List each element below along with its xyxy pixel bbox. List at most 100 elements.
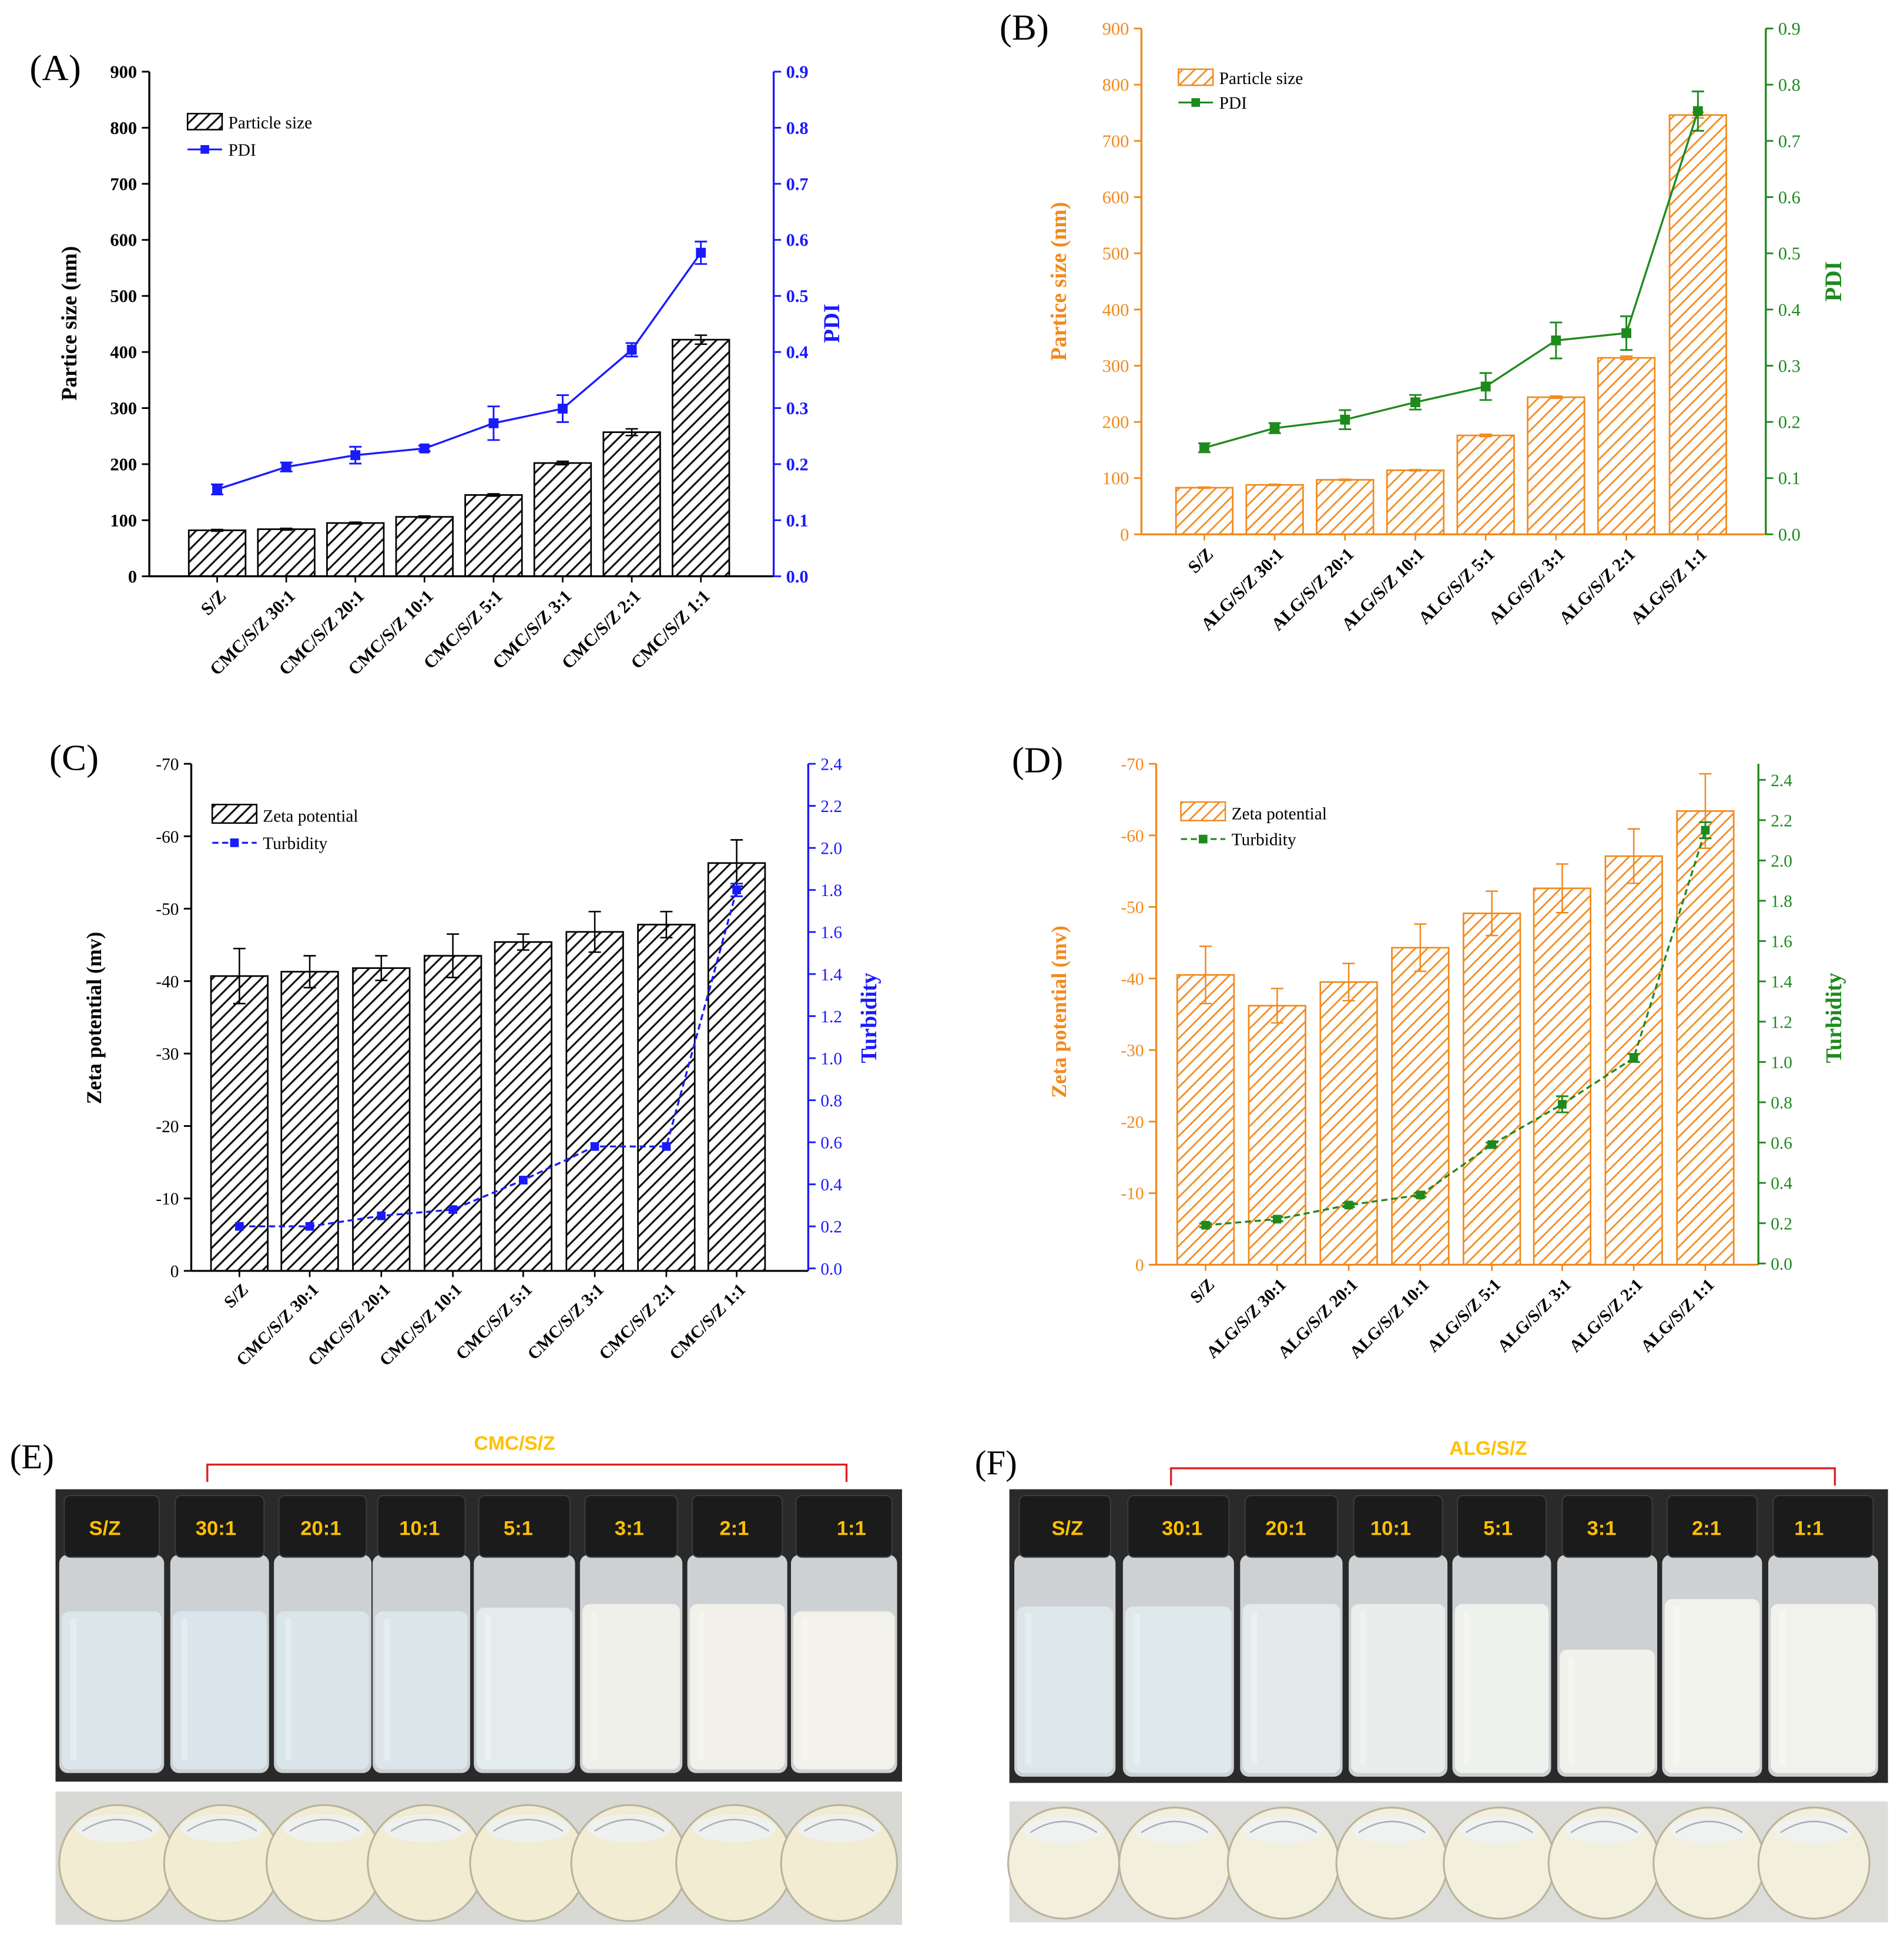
group-label: ALG/S/Z — [1449, 1438, 1527, 1459]
line-marker — [1201, 1220, 1210, 1230]
vial-cap — [1456, 1495, 1547, 1558]
bar — [280, 971, 339, 1272]
vial-label: S/Z — [89, 1517, 121, 1539]
right-y-tick-label: 2.4 — [820, 755, 842, 774]
vial-highlight — [285, 1619, 291, 1761]
right-axis-title: PDI — [819, 304, 844, 343]
left-y-tick-label: -40 — [156, 972, 179, 991]
right-y-tick-label: 1.0 — [820, 1049, 842, 1068]
vial-liquid — [276, 1611, 369, 1770]
bar — [1386, 469, 1445, 535]
bar — [1391, 947, 1450, 1266]
vial-label: 1:1 — [837, 1517, 866, 1539]
right-y-tick-label: 0.0 — [1771, 1255, 1792, 1274]
left-y-tick-label: -30 — [1121, 1042, 1144, 1061]
vial-cap — [377, 1495, 466, 1558]
group-bracket — [206, 1463, 848, 1482]
vial-highlight — [1673, 1606, 1680, 1764]
right-y-tick-label: 1.4 — [820, 965, 842, 984]
vial-liquid — [172, 1611, 267, 1770]
left-y-tick-label: 600 — [1102, 187, 1129, 207]
bar — [1176, 974, 1235, 1266]
vial-liquid — [1125, 1606, 1232, 1773]
right-y-tick-label: 0.6 — [786, 230, 809, 250]
line-marker — [662, 1142, 671, 1151]
right-y-tick-label: 0.4 — [820, 1176, 842, 1195]
vial-label: 20:1 — [300, 1517, 341, 1539]
vial-reflection — [492, 1818, 564, 1832]
right-y-tick-label: 0.5 — [786, 286, 809, 306]
legend-label-bar: Particle size — [228, 114, 312, 133]
right-y-tick-label: 0.7 — [786, 174, 809, 194]
vial-reflection — [1570, 1820, 1638, 1833]
left-y-tick-label: 300 — [1102, 356, 1129, 376]
right-y-tick-label: 0.1 — [1778, 468, 1801, 488]
vial-cap — [1018, 1495, 1111, 1558]
right-y-tick-label: 0.2 — [1771, 1214, 1792, 1233]
vial-cap — [1244, 1495, 1339, 1558]
vial-cap — [691, 1495, 783, 1558]
vial-liquid — [1771, 1603, 1876, 1773]
panel-label: (F) — [975, 1444, 1017, 1482]
line-marker — [518, 1176, 528, 1185]
right-y-tick-label: 0.9 — [786, 62, 809, 82]
right-y-tick-label: 2.2 — [1771, 811, 1792, 830]
right-y-tick-label: 0.9 — [1778, 19, 1801, 39]
left-y-tick-label: 0 — [1120, 525, 1129, 545]
vial-cap — [278, 1495, 367, 1558]
bar — [464, 494, 523, 578]
vial-highlight — [485, 1615, 491, 1761]
left-y-tick-label: 700 — [110, 174, 137, 194]
line-marker — [1199, 442, 1209, 453]
vial-highlight — [1779, 1611, 1786, 1764]
bar — [257, 528, 316, 578]
left-y-tick-label: 800 — [110, 118, 137, 138]
bar — [637, 924, 696, 1272]
vial-air-gap — [1459, 1816, 1540, 1843]
vial-cap — [1772, 1495, 1874, 1558]
category-label: S/Z — [1186, 1276, 1218, 1307]
panel-label: (A) — [29, 48, 81, 89]
right-y-tick-label: 0.8 — [1778, 75, 1801, 95]
left-y-tick-label: -20 — [156, 1118, 179, 1136]
vial-cap — [1666, 1495, 1758, 1558]
left-y-tick-label: 0 — [170, 1263, 179, 1281]
vial-highlight — [591, 1611, 598, 1761]
right-y-tick-label: 0.4 — [786, 343, 809, 363]
vial-liquid — [375, 1611, 468, 1770]
right-y-tick-label: 1.2 — [1771, 1013, 1792, 1032]
vial-reflection — [1675, 1820, 1743, 1833]
right-y-tick-label: 0.1 — [786, 511, 809, 531]
photo-panel-e: (E) CMC/S/Z S/Z 30:1 20:1 10:1 5:1 3:1 2:1 1:1 — [10, 1432, 902, 1925]
right-y-tick-label: 0.7 — [1778, 131, 1801, 151]
right-y-tick-label: 0.3 — [1778, 356, 1801, 376]
legend-label-line: Turbidity — [263, 834, 327, 853]
line-series — [1205, 830, 1707, 1226]
vial-highlight — [1134, 1613, 1141, 1764]
bar — [1175, 486, 1234, 535]
line-marker — [1272, 1214, 1282, 1224]
vial-reflection — [803, 1818, 874, 1832]
bar — [707, 862, 766, 1272]
photo-panel-f: (F) ALG/S/Z S/Z 30:1 20:1 10:1 5:1 3:1 2:1 1:1 — [975, 1438, 1888, 1922]
vial-label: 3:1 — [615, 1517, 644, 1539]
line-marker — [1340, 414, 1350, 425]
vial-air-gap — [283, 1814, 367, 1843]
bar — [494, 941, 552, 1272]
line-marker — [1692, 106, 1703, 116]
line-marker — [448, 1205, 457, 1214]
vial-air-gap — [1352, 1816, 1432, 1843]
bar — [565, 931, 624, 1272]
bar — [1319, 981, 1378, 1266]
vial-air-gap — [1669, 1816, 1749, 1843]
left-y-tick-label: 900 — [110, 62, 137, 82]
line-marker — [1480, 381, 1491, 392]
legend-label-line: PDI — [1219, 94, 1247, 113]
right-y-tick-label: 1.0 — [1771, 1053, 1792, 1072]
vial-reflection — [1249, 1820, 1318, 1833]
vial-label: S/Z — [1051, 1517, 1083, 1539]
left-y-tick-label: 800 — [1102, 75, 1129, 95]
vial-cap — [478, 1495, 571, 1558]
right-y-tick-label: 0.0 — [1778, 525, 1801, 545]
right-y-tick-label: 1.4 — [1771, 973, 1792, 992]
